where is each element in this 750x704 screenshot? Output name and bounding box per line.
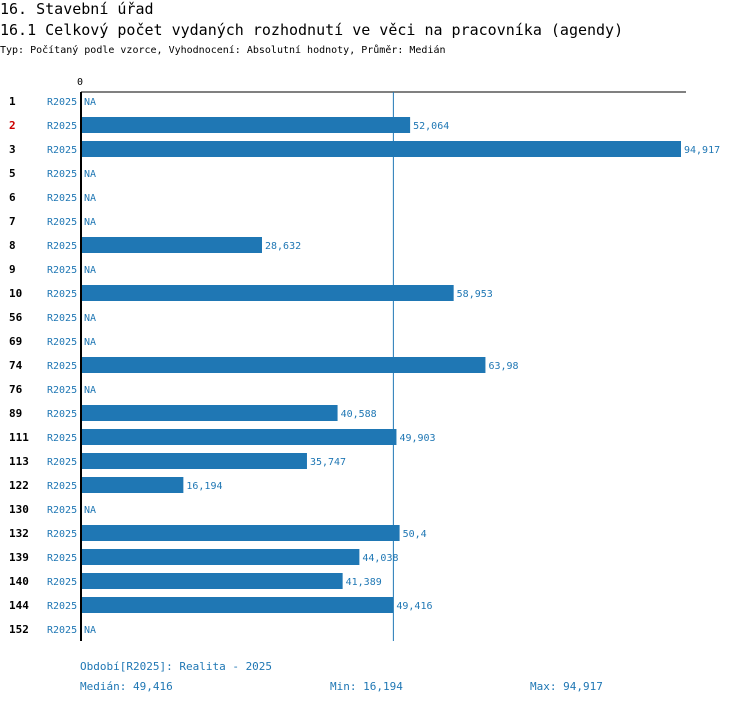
data-label: NA — [84, 97, 96, 108]
category-label: 89 — [9, 407, 22, 420]
data-label: NA — [84, 217, 96, 228]
category-label: 3 — [9, 143, 16, 156]
chart-title: 16.1 Celkový počet vydaných rozhodnutí v… — [0, 21, 624, 39]
footer-period: Období[R2025]: Realita - 2025 — [80, 660, 273, 673]
category-label: 10 — [9, 287, 22, 300]
category-label: 1 — [9, 95, 16, 108]
bar — [81, 117, 411, 133]
data-label: 49,416 — [396, 601, 432, 612]
category-label: 152 — [9, 623, 29, 636]
bar — [81, 237, 262, 253]
series-label: R2025 — [47, 625, 77, 636]
category-label: 69 — [9, 335, 22, 348]
data-label: 50,4 — [403, 529, 427, 540]
data-label: 40,588 — [341, 409, 377, 420]
category-label: 8 — [9, 239, 16, 252]
series-label: R2025 — [47, 601, 77, 612]
series-label: R2025 — [47, 385, 77, 396]
data-label: 44,038 — [362, 553, 398, 564]
category-label: 56 — [9, 311, 23, 324]
page-title: 16. Stavební úřad — [0, 0, 154, 18]
category-label: 130 — [9, 503, 29, 516]
data-label: 41,389 — [346, 577, 382, 588]
category-label: 144 — [9, 599, 29, 612]
series-label: R2025 — [47, 529, 77, 540]
category-label: 139 — [9, 551, 29, 564]
data-label: NA — [84, 625, 96, 636]
category-label: 74 — [9, 359, 23, 372]
data-label: 28,632 — [265, 241, 301, 252]
data-label: NA — [84, 313, 96, 324]
category-label: 2 — [9, 119, 16, 132]
bar — [81, 429, 397, 445]
bar — [81, 285, 454, 301]
series-label: R2025 — [47, 145, 77, 156]
series-label: R2025 — [47, 265, 77, 276]
bar — [81, 597, 394, 613]
series-label: R2025 — [47, 457, 77, 468]
footer-median: Medián: 49,416 — [80, 680, 173, 693]
series-label: R2025 — [47, 481, 77, 492]
bar — [81, 573, 343, 589]
footer-max: Max: 94,917 — [530, 680, 603, 693]
bar — [81, 477, 184, 493]
series-label: R2025 — [47, 169, 77, 180]
series-label: R2025 — [47, 289, 77, 300]
data-label: NA — [84, 385, 96, 396]
bar — [81, 525, 400, 541]
series-label: R2025 — [47, 217, 77, 228]
category-label: 113 — [9, 455, 29, 468]
data-label: 49,903 — [399, 433, 435, 444]
data-label: 94,917 — [684, 145, 720, 156]
series-label: R2025 — [47, 505, 77, 516]
series-label: R2025 — [47, 121, 77, 132]
bar — [81, 453, 307, 469]
series-label: R2025 — [47, 577, 77, 588]
series-label: R2025 — [47, 241, 77, 252]
data-label: NA — [84, 505, 96, 516]
data-label: 58,953 — [457, 289, 493, 300]
data-label: 16,194 — [186, 481, 222, 492]
data-label: NA — [84, 193, 96, 204]
data-label: 52,064 — [413, 121, 449, 132]
category-label: 5 — [9, 167, 16, 180]
series-label: R2025 — [47, 361, 77, 372]
bar — [81, 405, 338, 421]
x-tick-label: 0 — [77, 77, 83, 88]
data-label: NA — [84, 265, 96, 276]
bar-chart: 0 1 R2025 NA 2 R2025 52,064 3 R2025 94,917 5 R2025 N… — [9, 77, 720, 641]
data-label: NA — [84, 169, 96, 180]
category-label: 122 — [9, 479, 29, 492]
series-label: R2025 — [47, 97, 77, 108]
category-label: 111 — [9, 431, 29, 444]
series-label: R2025 — [47, 553, 77, 564]
category-label: 7 — [9, 215, 16, 228]
category-label: 140 — [9, 575, 29, 588]
category-label: 132 — [9, 527, 29, 540]
series-label: R2025 — [47, 193, 77, 204]
footer-min: Min: 16,194 — [330, 680, 403, 693]
series-label: R2025 — [47, 313, 77, 324]
bar — [81, 357, 486, 373]
data-label: 63,98 — [488, 361, 518, 372]
series-label: R2025 — [47, 433, 77, 444]
data-label: 35,747 — [310, 457, 346, 468]
data-label: NA — [84, 337, 96, 348]
bar — [81, 141, 681, 157]
category-label: 6 — [9, 191, 16, 204]
series-label: R2025 — [47, 337, 77, 348]
series-label: R2025 — [47, 409, 77, 420]
category-label: 9 — [9, 263, 16, 276]
chart-type-info: Typ: Počítaný podle vzorce, Vyhodnocení:… — [0, 45, 446, 56]
category-label: 76 — [9, 383, 23, 396]
bar — [81, 549, 360, 565]
